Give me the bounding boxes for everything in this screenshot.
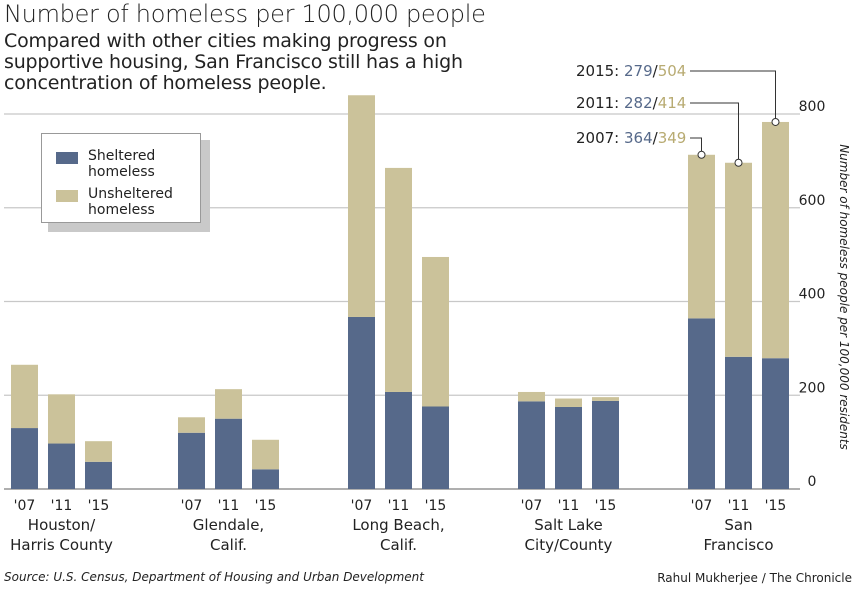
bar-unsheltered-4-0 [688,154,715,319]
bar-sheltered-3-0 [518,401,545,489]
legend-label-sheltered: Sheltered homeless [88,148,156,180]
x-tick-label: '07 [351,498,373,514]
x-tick-label: '15 [255,498,277,514]
y-tick-label: 0 [808,474,817,490]
x-tick-label: '11 [558,498,580,514]
axis-labels: 0 200 400 600 800 Number of homeless people p… [10,99,851,554]
legend: Sheltered homeless Unsheltered homeless [41,133,201,223]
bar-sheltered-0-2 [85,461,112,489]
bar-unsheltered-2-2 [422,256,449,407]
x-tick-label: '07 [521,498,543,514]
annotation-2007: 2007: 364/349 [576,129,686,147]
annotation-leader [690,102,739,163]
bar-sheltered-3-2 [592,400,619,489]
legend-item-unsheltered: Unsheltered homeless [56,186,198,218]
bar-unsheltered-0-2 [85,441,112,462]
group-label: Glendale, [193,516,264,534]
legend-swatch-unsheltered [56,190,78,202]
bar-sheltered-3-1 [555,406,582,489]
bar-unsheltered-0-1 [48,394,75,444]
source-note: Source: U.S. Census, Department of Housi… [4,570,424,584]
x-tick-label: '11 [218,498,240,514]
group-label: Houston/ [28,516,96,534]
bar-unsheltered-1-2 [252,439,279,470]
legend-swatch-sheltered [56,152,78,164]
annotation-marker [734,158,743,167]
y-tick-label: 800 [799,99,826,115]
x-tick-label: '15 [425,498,447,514]
bar-unsheltered-4-1 [725,162,752,357]
annotations: 2015: 279/504 2011: 282/414 2007: 364/349 [576,62,780,167]
group-label: Long Beach, [352,516,444,534]
annotation-marker [697,150,706,159]
x-tick-label: '11 [388,498,410,514]
annotation-2011: 2011: 282/414 [576,94,686,112]
legend-label-unsheltered: Unsheltered homeless [88,186,173,218]
bar-unsheltered-2-1 [385,167,412,392]
bar-sheltered-1-0 [178,432,205,489]
bar-sheltered-2-1 [385,391,412,489]
chart-subtitle: Compared with other cities making progre… [4,30,463,94]
x-tick-label: '07 [14,498,36,514]
x-tick-label: '07 [691,498,713,514]
bar-sheltered-4-2 [762,358,789,489]
x-tick-label: '15 [765,498,787,514]
bar-unsheltered-2-0 [348,95,375,317]
bar-unsheltered-0-0 [11,364,38,429]
y-axis-label: Number of homeless people per 100,000 re… [837,144,851,450]
bar-sheltered-4-1 [725,356,752,489]
annotation-marker [771,117,780,126]
legend-item-sheltered: Sheltered homeless [56,148,198,180]
y-tick-label: 400 [799,287,826,303]
bar-sheltered-2-0 [348,316,375,489]
bar-sheltered-4-0 [688,318,715,489]
group-label: Harris County [10,536,113,554]
y-tick-label: 200 [799,380,826,396]
x-tick-label: '07 [181,498,203,514]
bars [11,95,789,489]
annotation-2015: 2015: 279/504 [576,62,686,80]
bar-unsheltered-3-2 [592,397,619,401]
x-tick-label: '11 [728,498,750,514]
bar-unsheltered-1-0 [178,417,205,433]
annotation-leader [690,70,776,122]
bar-unsheltered-3-1 [555,398,582,407]
group-label: Calif. [210,536,247,554]
bar-sheltered-1-1 [215,418,242,489]
bar-sheltered-0-1 [48,443,75,489]
credit-line: Rahul Mukherjee / The Chronicle [657,571,852,585]
bar-sheltered-1-2 [252,469,279,489]
group-label: City/County [525,536,613,554]
x-tick-label: '15 [595,498,617,514]
bar-sheltered-0-0 [11,428,38,489]
annotation-leader [690,137,702,155]
group-label: San [724,516,752,534]
y-tick-label: 600 [799,193,826,209]
group-label: Salt Lake [534,516,602,534]
x-tick-label: '15 [88,498,110,514]
bar-unsheltered-3-0 [518,391,545,402]
chart-title: Number of homeless per 100,000 people [4,0,486,28]
bar-unsheltered-4-2 [762,121,789,359]
bar-sheltered-2-2 [422,406,449,489]
group-label: Francisco [703,536,773,554]
bar-unsheltered-1-1 [215,389,242,419]
group-label: Calif. [380,536,417,554]
x-tick-label: '11 [51,498,73,514]
